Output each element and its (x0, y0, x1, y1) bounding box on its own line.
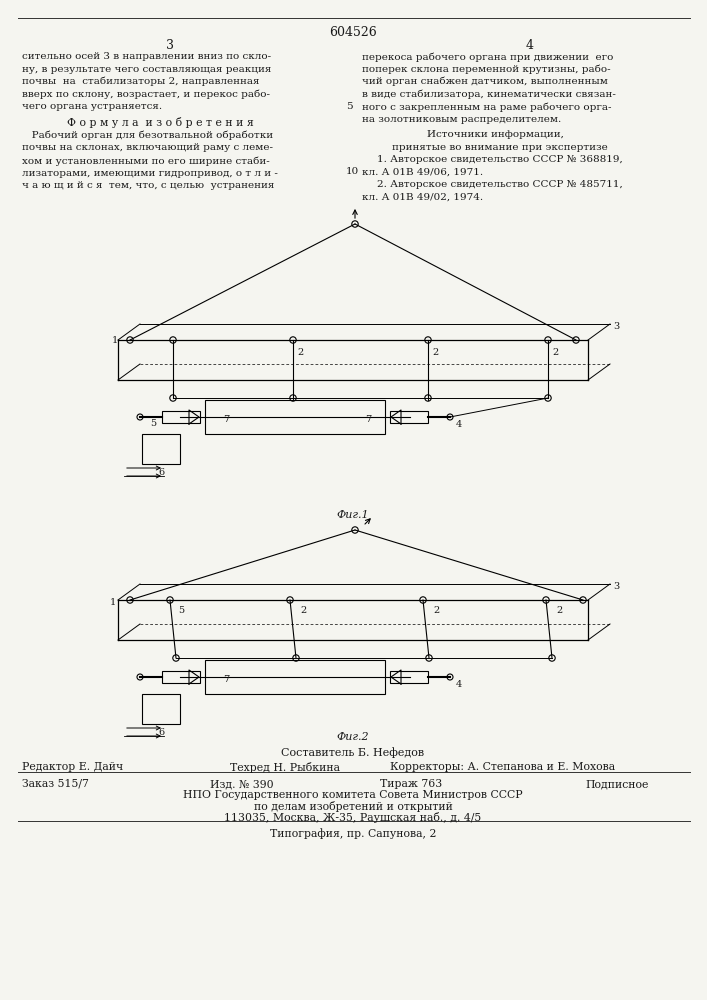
Text: сительно осей 3 в направлении вниз по скло-: сительно осей 3 в направлении вниз по ск… (22, 52, 271, 61)
Text: Техред Н. Рыбкина: Техред Н. Рыбкина (230, 762, 340, 773)
Text: Типография, пр. Сапунова, 2: Типография, пр. Сапунова, 2 (270, 828, 436, 839)
Text: Заказ 515/7: Заказ 515/7 (22, 779, 89, 789)
Text: 5: 5 (346, 102, 353, 111)
Text: 2: 2 (552, 348, 559, 357)
Text: 5: 5 (150, 419, 156, 428)
Text: в виде стабилизатора, кинематически связан-: в виде стабилизатора, кинематически связ… (362, 90, 616, 99)
Text: Источники информации,: Источники информации, (427, 130, 564, 139)
Text: 2. Авторское свидетельство СССР № 485711,: 2. Авторское свидетельство СССР № 485711… (377, 180, 623, 189)
Text: 3: 3 (613, 582, 619, 591)
Text: Редактор Е. Дайч: Редактор Е. Дайч (22, 762, 123, 772)
Text: 2: 2 (300, 606, 306, 615)
Text: 3: 3 (166, 39, 174, 52)
Text: почвы  на  стабилизаторы 2, направленная: почвы на стабилизаторы 2, направленная (22, 77, 259, 87)
Text: 2: 2 (432, 348, 438, 357)
Text: чего органа устраняется.: чего органа устраняется. (22, 102, 162, 111)
Text: Фиг.1: Фиг.1 (337, 510, 369, 520)
Text: по делам изобретений и открытий: по делам изобретений и открытий (254, 801, 452, 812)
Text: Корректоры: А. Степанова и Е. Мохова: Корректоры: А. Степанова и Е. Мохова (390, 762, 615, 772)
Text: Составитель Б. Нефедов: Составитель Б. Нефедов (281, 747, 425, 758)
Bar (142, 434, 180, 464)
Text: 1: 1 (112, 336, 118, 345)
Text: поперек склона переменной крутизны, рабо-: поперек склона переменной крутизны, рабо… (362, 64, 611, 74)
Text: 4: 4 (456, 680, 462, 689)
Text: 604526: 604526 (329, 26, 377, 39)
Text: Тираж 763: Тираж 763 (380, 779, 443, 789)
Text: 1. Авторское свидетельство СССР № 368819,: 1. Авторское свидетельство СССР № 368819… (377, 155, 623, 164)
Bar (162, 411, 200, 423)
Text: кл. А 01В 49/06, 1971.: кл. А 01В 49/06, 1971. (362, 167, 483, 176)
Text: Фиг.2: Фиг.2 (337, 732, 369, 742)
Bar (205, 660, 385, 694)
Text: на золотниковым распределителем.: на золотниковым распределителем. (362, 114, 561, 123)
Text: 6: 6 (158, 468, 164, 477)
Bar (162, 671, 200, 683)
Text: ну, в результате чего составляющая реакция: ну, в результате чего составляющая реакц… (22, 64, 271, 74)
Text: 4: 4 (456, 420, 462, 429)
Text: хом и установленными по его ширине стаби-: хом и установленными по его ширине стаби… (22, 156, 270, 165)
Bar (390, 411, 428, 423)
Text: 1: 1 (110, 598, 116, 607)
Text: Изд. № 390: Изд. № 390 (210, 779, 274, 789)
Text: 7: 7 (223, 415, 229, 424)
Text: кл. А 01В 49/02, 1974.: кл. А 01В 49/02, 1974. (362, 192, 483, 202)
Bar (205, 400, 385, 434)
Text: лизаторами, имеющими гидропривод, о т л и -: лизаторами, имеющими гидропривод, о т л … (22, 168, 278, 178)
Text: Подписное: Подписное (585, 779, 648, 789)
Text: 2: 2 (433, 606, 439, 615)
Bar (390, 671, 428, 683)
Bar (142, 694, 180, 724)
Text: 7: 7 (223, 675, 229, 684)
Text: 3: 3 (613, 322, 619, 331)
Text: 6: 6 (158, 728, 164, 737)
Text: почвы на склонах, включающий раму с леме-: почвы на склонах, включающий раму с леме… (22, 143, 273, 152)
Text: 2: 2 (556, 606, 562, 615)
Text: 2: 2 (297, 348, 303, 357)
Text: принятые во внимание при экспертизе: принятые во внимание при экспертизе (392, 142, 608, 151)
Text: ного с закрепленным на раме рабочего орга-: ного с закрепленным на раме рабочего орг… (362, 102, 612, 111)
Text: 7: 7 (365, 415, 371, 424)
Text: Рабочий орган для безотвальной обработки: Рабочий орган для безотвальной обработки (22, 131, 273, 140)
Text: НПО Государственного комитета Совета Министров СССР: НПО Государственного комитета Совета Мин… (183, 790, 522, 800)
Text: 5: 5 (178, 606, 184, 615)
Text: 4: 4 (526, 39, 534, 52)
Text: ч а ю щ и й с я  тем, что, с целью  устранения: ч а ю щ и й с я тем, что, с целью устран… (22, 181, 274, 190)
Text: 113035, Москва, Ж-35, Раушская наб., д. 4/5: 113035, Москва, Ж-35, Раушская наб., д. … (224, 812, 481, 823)
Text: Ф о р м у л а  и з о б р е т е н и я: Ф о р м у л а и з о б р е т е н и я (67, 117, 254, 128)
Text: вверх по склону, возрастает, и перекос рабо-: вверх по склону, возрастает, и перекос р… (22, 90, 270, 99)
Text: перекоса рабочего органа при движении  его: перекоса рабочего органа при движении ег… (362, 52, 614, 62)
Text: чий орган снабжен датчиком, выполненным: чий орган снабжен датчиком, выполненным (362, 77, 608, 87)
Text: 10: 10 (346, 167, 359, 176)
